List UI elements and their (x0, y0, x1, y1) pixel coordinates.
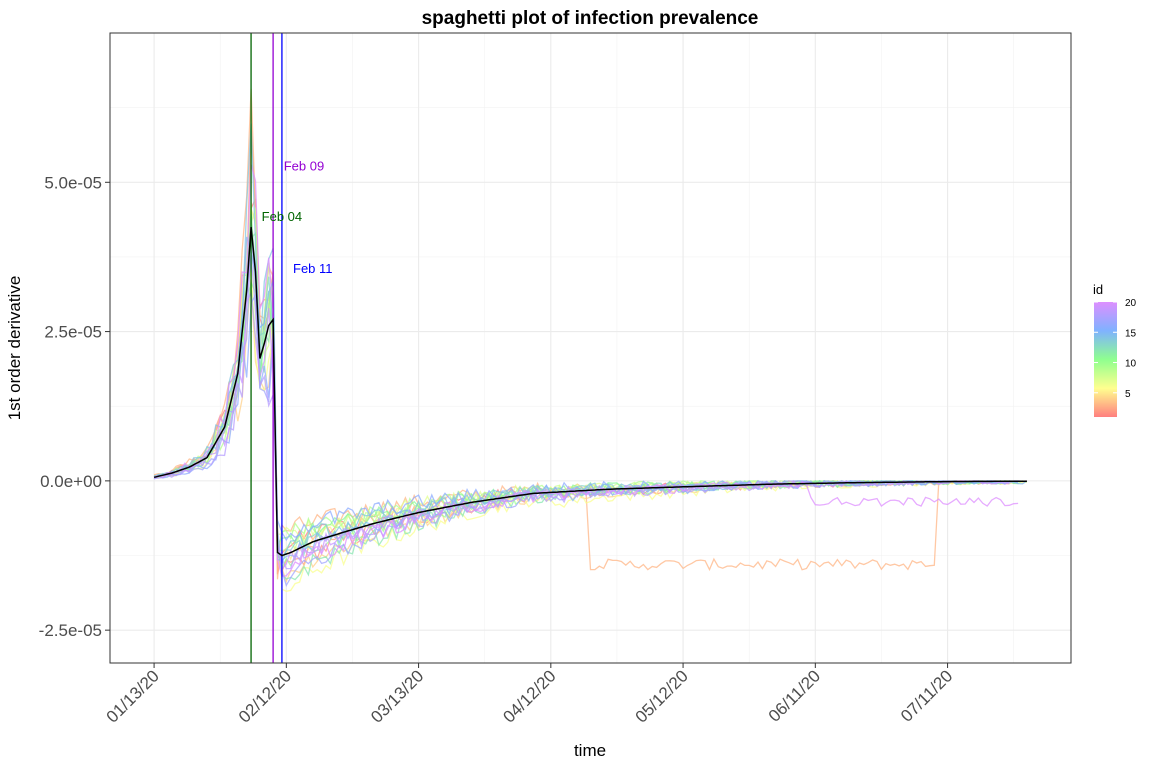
series-line-id-6 (154, 268, 1028, 592)
series-line-id-14 (153, 123, 1010, 559)
y-tick-label: -2.5e-05 (39, 621, 102, 640)
annotations: Feb 09 Feb 04 Feb 11 (262, 158, 333, 276)
mean-layer (153, 227, 1027, 557)
chart-title: spaghetti plot of infection prevalence (422, 8, 759, 29)
y-tick-label: 2.5e-05 (44, 323, 102, 342)
y-tick-label: 5.0e-05 (44, 173, 102, 192)
legend-label: 5 (1125, 389, 1131, 400)
y-axis-title: 1st order derivative (5, 276, 24, 421)
legend-label: 15 (1125, 328, 1137, 339)
legend: id 20 15 10 5 (1093, 282, 1137, 417)
y-axis: -2.5e-05 0.0e+00 2.5e-05 5.0e-05 (39, 173, 110, 640)
annotation-label: Feb 04 (262, 209, 302, 224)
x-tick-label: 01/13/20 (103, 666, 163, 726)
x-tick-label: 02/12/20 (235, 666, 295, 726)
panel-border (109, 32, 1072, 664)
annotation-label: Feb 09 (284, 158, 324, 173)
legend-label: 20 (1125, 298, 1137, 309)
series-line-id-3 (153, 88, 1028, 580)
legend-colorbar (1094, 302, 1117, 417)
legend-label: 10 (1125, 359, 1137, 370)
series-line-id-9 (153, 284, 1028, 557)
mean-line (153, 227, 1027, 557)
x-axis-title: time (574, 741, 606, 760)
x-axis: 01/13/20 02/12/20 03/13/20 04/12/20 05/12/20… (103, 663, 956, 727)
x-tick-label: 04/12/20 (499, 666, 559, 726)
x-tick-label: 05/12/20 (632, 666, 692, 726)
annotation-label: Feb 11 (293, 261, 333, 276)
x-tick-label: 06/11/20 (765, 666, 824, 725)
legend-title: id (1093, 282, 1103, 297)
series-line-id-18 (153, 254, 1027, 570)
y-tick-label: 0.0e+00 (40, 472, 102, 491)
series-line-id-20 (153, 164, 1019, 578)
series-line-id-15 (153, 236, 1028, 561)
series-line-id-12 (153, 213, 1019, 581)
x-tick-label: 07/11/20 (897, 666, 956, 725)
x-tick-label: 03/13/20 (367, 666, 427, 726)
